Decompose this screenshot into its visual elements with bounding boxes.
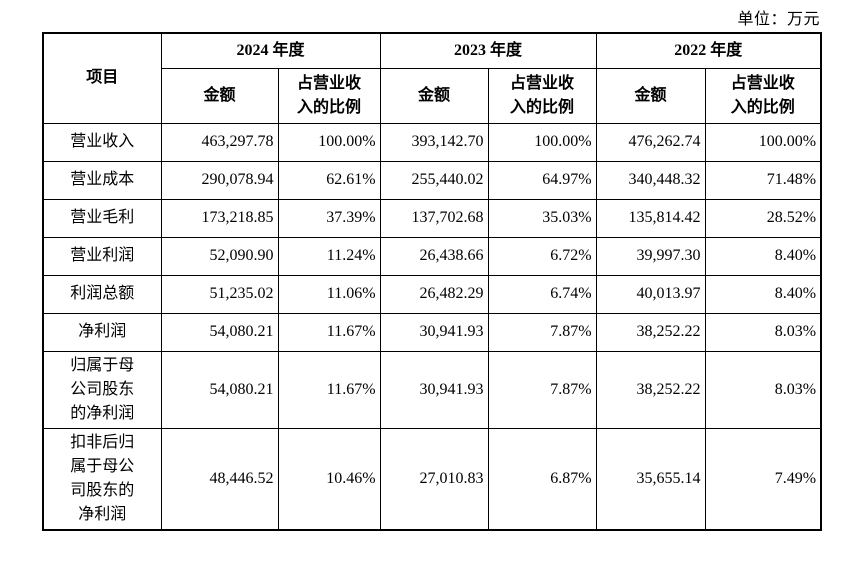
row-label: 利润总额: [42, 274, 162, 314]
financial-table: 项目 2024 年度 2023 年度 2022 年度 金额 占营业收 入的比例 …: [42, 32, 823, 531]
table-row-operating-profit: 营业利润 52,090.90 11.24% 26,438.66 6.72% 39…: [42, 236, 822, 276]
amount-cell: 30,941.93: [379, 350, 489, 429]
amount-cell: 30,941.93: [379, 312, 489, 352]
ratio-cell: 6.74%: [487, 274, 597, 314]
unit-label: 单位：万元: [737, 11, 820, 28]
amount-cell: 173,218.85: [160, 198, 279, 238]
table-row-operating-cost: 营业成本 290,078.94 62.61% 255,440.02 64.97%…: [42, 160, 822, 200]
amount-cell: 40,013.97: [595, 274, 706, 314]
ratio-cell: 62.61%: [277, 160, 381, 200]
ratio-cell: 35.03%: [487, 198, 597, 238]
table-row-net-profit-parent-deducted: 扣非后归 属于母公 司股东的 净利润 48,446.52 10.46% 27,0…: [42, 427, 822, 530]
item-header-cell: 项目: [42, 32, 162, 124]
ratio-cell: 71.48%: [704, 160, 822, 200]
table-row-net-profit: 净利润 54,080.21 11.67% 30,941.93 7.87% 38,…: [42, 312, 822, 352]
ratio-cell: 100.00%: [704, 122, 822, 162]
amount-cell: 38,252.22: [595, 350, 706, 429]
ratio-header-2024: 占营业收 入的比例: [277, 67, 381, 124]
row-label: 归属于母 公司股东 的净利润: [42, 350, 162, 429]
ratio-cell: 28.52%: [704, 198, 822, 238]
ratio-cell: 11.67%: [277, 350, 381, 429]
amount-header-2023: 金额: [379, 67, 489, 124]
table-row-operating-revenue: 营业收入 463,297.78 100.00% 393,142.70 100.0…: [42, 122, 822, 162]
ratio-cell: 7.87%: [487, 350, 597, 429]
amount-cell: 135,814.42: [595, 198, 706, 238]
row-label: 营业收入: [42, 122, 162, 162]
ratio-cell: 8.03%: [704, 312, 822, 352]
ratio-cell: 6.72%: [487, 236, 597, 276]
year-header-2024: 2024 年度: [160, 32, 381, 69]
ratio-cell: 7.87%: [487, 312, 597, 352]
amount-cell: 393,142.70: [379, 122, 489, 162]
amount-cell: 26,438.66: [379, 236, 489, 276]
amount-cell: 340,448.32: [595, 160, 706, 200]
table-row-total-profit: 利润总额 51,235.02 11.06% 26,482.29 6.74% 40…: [42, 274, 822, 314]
header-row-columns: 金额 占营业收 入的比例 金额 占营业收 入的比例 金额 占营业收 入的比例: [43, 67, 822, 124]
amount-cell: 48,446.52: [160, 427, 279, 530]
ratio-header-2022: 占营业收 入的比例: [704, 67, 822, 124]
ratio-header-2023: 占营业收 入的比例: [487, 67, 597, 124]
row-label: 营业毛利: [42, 198, 162, 238]
amount-cell: 137,702.68: [379, 198, 489, 238]
year-header-2023: 2023 年度: [379, 32, 597, 69]
ratio-cell: 6.87%: [487, 427, 597, 530]
amount-cell: 54,080.21: [160, 350, 279, 429]
amount-cell: 38,252.22: [595, 312, 706, 352]
table-row-gross-profit: 营业毛利 173,218.85 37.39% 137,702.68 35.03%…: [42, 198, 822, 238]
ratio-cell: 8.40%: [704, 274, 822, 314]
amount-cell: 255,440.02: [379, 160, 489, 200]
ratio-cell: 7.49%: [704, 427, 822, 530]
amount-cell: 54,080.21: [160, 312, 279, 352]
amount-cell: 27,010.83: [379, 427, 489, 530]
ratio-cell: 11.67%: [277, 312, 381, 352]
ratio-cell: 37.39%: [277, 198, 381, 238]
ratio-cell: 10.46%: [277, 427, 381, 530]
ratio-cell: 11.06%: [277, 274, 381, 314]
amount-header-2022: 金额: [595, 67, 706, 124]
row-label: 营业利润: [42, 236, 162, 276]
header-row-years: 项目 2024 年度 2023 年度 2022 年度: [42, 32, 822, 124]
amount-cell: 26,482.29: [379, 274, 489, 314]
amount-cell: 463,297.78: [160, 122, 279, 162]
amount-header-2024: 金额: [160, 67, 279, 124]
amount-cell: 52,090.90: [160, 236, 279, 276]
row-label: 扣非后归 属于母公 司股东的 净利润: [42, 427, 162, 530]
ratio-cell: 100.00%: [487, 122, 597, 162]
amount-cell: 51,235.02: [160, 274, 279, 314]
ratio-cell: 8.03%: [704, 350, 822, 429]
amount-cell: 476,262.74: [595, 122, 706, 162]
ratio-cell: 100.00%: [277, 122, 381, 162]
row-label: 净利润: [42, 312, 162, 352]
amount-cell: 290,078.94: [160, 160, 279, 200]
row-label: 营业成本: [42, 160, 162, 200]
amount-cell: 39,997.30: [595, 236, 706, 276]
amount-cell: 35,655.14: [595, 427, 706, 530]
ratio-cell: 64.97%: [487, 160, 597, 200]
ratio-cell: 11.24%: [277, 236, 381, 276]
ratio-cell: 8.40%: [704, 236, 822, 276]
table-row-net-profit-parent: 归属于母 公司股东 的净利润 54,080.21 11.67% 30,941.9…: [42, 350, 822, 429]
year-header-2022: 2022 年度: [595, 32, 822, 69]
